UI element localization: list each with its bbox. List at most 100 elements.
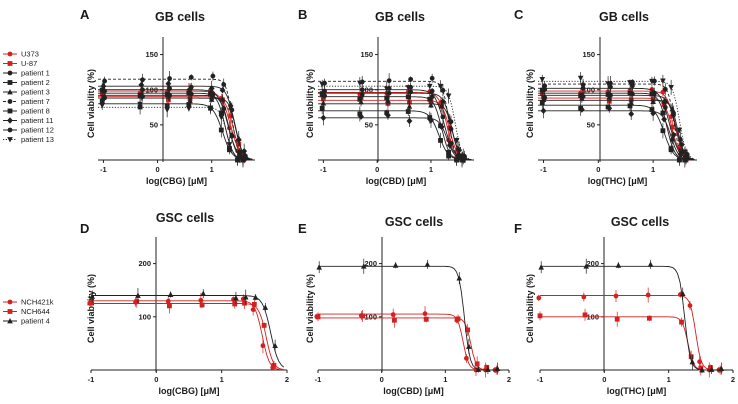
data-point (186, 106, 192, 112)
data-point (315, 314, 321, 320)
data-point (627, 103, 633, 109)
data-point (207, 105, 214, 111)
y-tick-label: 100 (138, 312, 151, 321)
data-point (219, 87, 226, 94)
data-point (235, 136, 242, 143)
panel-letter: F (514, 221, 522, 236)
y-axis-title: Cell viability (%) (525, 274, 535, 343)
x-axis-title: log(CBG) [μM] (159, 386, 220, 396)
data-point (428, 117, 434, 124)
x-tick-label: 0 (596, 165, 600, 174)
chart-title: GSC cells (611, 215, 669, 229)
chart-title: GB cells (375, 10, 425, 24)
legend-label: patient 4 (21, 317, 50, 326)
data-point (392, 262, 399, 268)
data-point (582, 312, 588, 318)
data-point (671, 132, 676, 138)
x-tick-label: 2 (285, 375, 289, 384)
data-point (358, 113, 364, 120)
data-point (539, 100, 545, 106)
data-point (455, 316, 461, 322)
data-point (272, 342, 278, 348)
data-point (167, 291, 174, 297)
series-line (318, 265, 506, 371)
series-line (98, 94, 253, 161)
series-patient-8 (318, 102, 472, 166)
x-tick-label: -1 (100, 165, 107, 174)
y-tick-label: 150 (582, 50, 595, 59)
series-patient-12 (538, 86, 695, 160)
data-point (319, 105, 325, 111)
legend-label: U373 (21, 50, 39, 59)
panel-letter: C (514, 7, 524, 22)
series-line (538, 110, 695, 161)
legend-entry: patient 11 (3, 116, 53, 125)
legend-marker (7, 70, 13, 76)
data-point (581, 294, 587, 300)
panel-letter: D (80, 221, 89, 236)
data-point (316, 264, 322, 270)
data-point (386, 78, 392, 84)
data-point (645, 292, 651, 298)
y-tick-label: 150 (145, 50, 158, 59)
data-point (251, 301, 257, 307)
x-axis-title: log(THC) [μM] (588, 176, 647, 186)
legend-entry: patient 8 (3, 107, 50, 116)
data-point (660, 78, 666, 84)
data-point (466, 343, 472, 349)
data-point (219, 96, 226, 102)
data-point (718, 365, 725, 371)
data-point (464, 355, 469, 361)
data-point (679, 290, 686, 296)
y-axis-title: Cell viability (%) (305, 69, 315, 138)
data-point (406, 117, 413, 125)
data-point (428, 102, 434, 108)
chart-title: GSC cells (156, 211, 214, 225)
data-point (454, 152, 461, 159)
data-point (408, 76, 414, 82)
data-point (583, 263, 590, 269)
data-point (99, 102, 106, 109)
series-patient-12 (318, 84, 472, 161)
data-point (668, 84, 674, 91)
x-tick-label: -1 (537, 375, 544, 384)
y-tick-label: 100 (364, 312, 377, 321)
series-patient-13 (538, 72, 695, 160)
data-point (360, 263, 367, 269)
data-point (427, 96, 433, 102)
panel-letter: E (298, 221, 307, 236)
data-point (221, 82, 227, 87)
data-point (138, 81, 145, 89)
data-point (453, 137, 460, 144)
data-point (384, 110, 390, 116)
data-point (240, 157, 246, 163)
y-tick-label: 100 (582, 85, 595, 94)
data-point (423, 316, 429, 322)
data-point (615, 262, 622, 268)
data-point (198, 297, 204, 303)
data-point (210, 73, 216, 79)
data-point (649, 107, 655, 112)
data-point (359, 92, 365, 97)
data-point (424, 261, 431, 267)
series-line (318, 103, 472, 161)
series-line (318, 89, 472, 161)
y-tick-label: 50 (587, 120, 595, 129)
data-point (135, 292, 141, 298)
data-point (250, 307, 256, 312)
legend-label: patient 8 (21, 107, 50, 116)
data-point (167, 303, 172, 309)
data-point (233, 294, 239, 301)
series-line (98, 106, 253, 161)
data-point (208, 91, 213, 97)
legend-marker (7, 89, 13, 95)
data-point (660, 128, 666, 134)
legend-entry: U-87 (3, 59, 37, 68)
data-point (536, 295, 542, 301)
legend-marker (7, 99, 13, 104)
legend-entry: patient 2 (3, 78, 50, 87)
y-axis-title: Cell viability (%) (305, 274, 315, 343)
legend-label: patient 12 (21, 126, 54, 135)
